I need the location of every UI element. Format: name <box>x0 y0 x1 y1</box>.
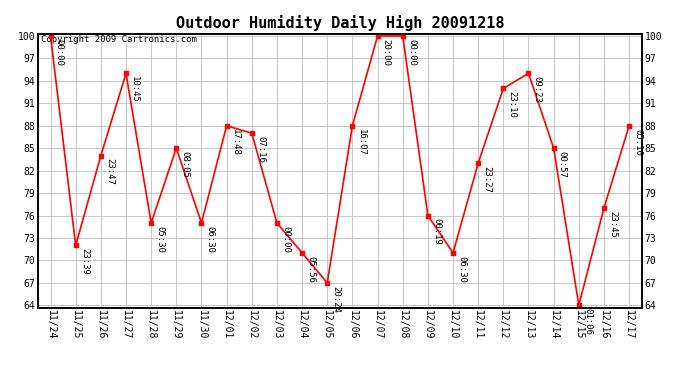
Point <box>246 130 257 136</box>
Text: 20:00: 20:00 <box>382 39 391 66</box>
Text: 00:00: 00:00 <box>407 39 416 66</box>
Text: 23:45: 23:45 <box>608 211 617 238</box>
Point <box>45 33 56 39</box>
Point <box>448 250 459 256</box>
Text: 23:39: 23:39 <box>80 248 89 275</box>
Point <box>473 160 484 166</box>
Text: 05:56: 05:56 <box>306 256 315 282</box>
Point <box>598 205 609 211</box>
Text: 06:30: 06:30 <box>457 256 466 282</box>
Text: 05:30: 05:30 <box>155 226 164 253</box>
Text: 00:19: 00:19 <box>432 218 441 245</box>
Text: 00:00: 00:00 <box>281 226 290 253</box>
Text: 23:10: 23:10 <box>508 91 517 118</box>
Text: 07:16: 07:16 <box>256 136 265 163</box>
Point <box>322 280 333 286</box>
Point <box>297 250 308 256</box>
Point <box>372 33 383 39</box>
Point <box>146 220 157 226</box>
Text: 06:30: 06:30 <box>206 226 215 253</box>
Text: 08:05: 08:05 <box>181 151 190 178</box>
Point <box>347 123 358 129</box>
Text: 00:00: 00:00 <box>55 39 63 66</box>
Text: 16:07: 16:07 <box>357 129 366 155</box>
Point <box>70 242 81 248</box>
Text: 10:45: 10:45 <box>130 76 139 103</box>
Point <box>196 220 207 226</box>
Point <box>271 220 282 226</box>
Point <box>548 145 559 151</box>
Point <box>121 70 132 76</box>
Text: 00:57: 00:57 <box>558 151 566 178</box>
Point <box>573 302 584 308</box>
Point <box>523 70 534 76</box>
Text: 05:10: 05:10 <box>633 129 642 155</box>
Point <box>422 213 433 219</box>
Text: 17:48: 17:48 <box>230 129 240 155</box>
Text: 20:24: 20:24 <box>331 286 340 312</box>
Point <box>171 145 182 151</box>
Point <box>624 123 635 129</box>
Text: 23:27: 23:27 <box>482 166 491 193</box>
Title: Outdoor Humidity Daily High 20091218: Outdoor Humidity Daily High 20091218 <box>175 15 504 31</box>
Text: 09:23: 09:23 <box>533 76 542 103</box>
Point <box>497 86 509 92</box>
Text: 01:06: 01:06 <box>583 308 592 335</box>
Point <box>95 153 106 159</box>
Text: 23:47: 23:47 <box>105 159 114 185</box>
Text: Copyright 2009 Cartronics.com: Copyright 2009 Cartronics.com <box>41 35 197 44</box>
Point <box>221 123 232 129</box>
Point <box>397 33 408 39</box>
